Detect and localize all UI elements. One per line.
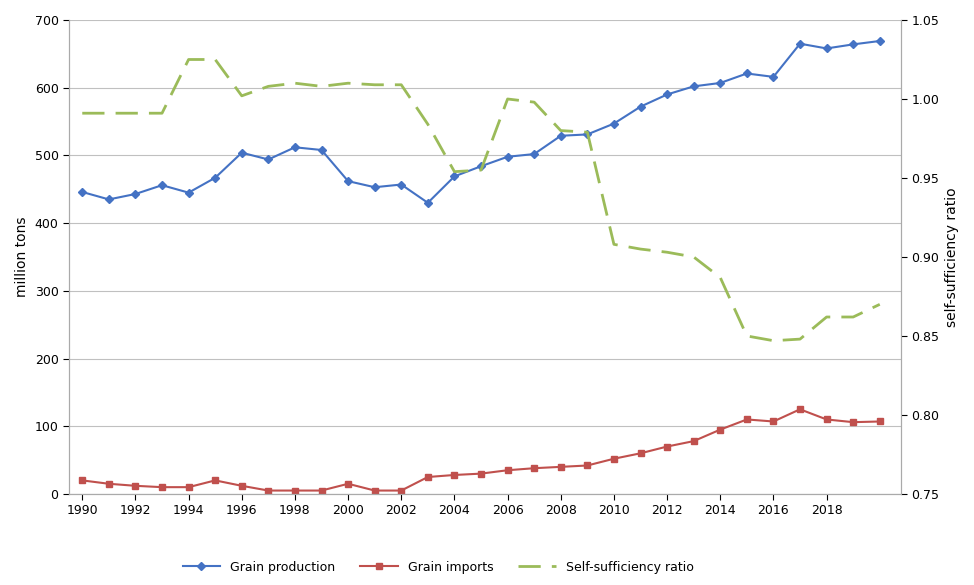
Grain production: [209, 174, 221, 181]
Self-sufficiency ratio: [581, 129, 593, 136]
Y-axis label: self-sufficiency ratio: self-sufficiency ratio: [945, 187, 959, 327]
Grain production: [342, 178, 354, 185]
Grain production: [263, 156, 275, 163]
Self-sufficiency ratio: [289, 80, 301, 87]
Grain imports: [821, 416, 833, 423]
Self-sufficiency ratio: [688, 253, 699, 260]
Grain imports: [528, 464, 540, 472]
Grain production: [475, 163, 487, 170]
Grain imports: [794, 406, 805, 413]
Grain imports: [714, 426, 726, 433]
Grain production: [555, 132, 567, 139]
Grain imports: [289, 487, 301, 494]
Grain production: [236, 149, 247, 156]
Grain production: [688, 83, 699, 90]
Grain imports: [449, 472, 461, 479]
Grain production: [581, 131, 593, 138]
Grain production: [316, 146, 327, 153]
Self-sufficiency ratio: [369, 81, 381, 88]
Grain production: [847, 41, 859, 48]
Grain imports: [741, 416, 753, 423]
Grain imports: [422, 473, 433, 480]
Grain imports: [661, 443, 673, 450]
Grain imports: [103, 480, 115, 487]
Grain production: [369, 184, 381, 191]
Self-sufficiency ratio: [342, 80, 354, 87]
Grain imports: [688, 438, 699, 445]
Grain production: [103, 196, 115, 203]
Grain imports: [316, 487, 327, 494]
Y-axis label: million tons: million tons: [15, 216, 29, 297]
Self-sufficiency ratio: [555, 127, 567, 134]
Grain production: [156, 182, 168, 189]
Self-sufficiency ratio: [156, 110, 168, 117]
Grain production: [449, 173, 461, 180]
Grain imports: [263, 487, 275, 494]
Self-sufficiency ratio: [76, 110, 88, 117]
Grain production: [528, 150, 540, 157]
Grain production: [821, 45, 833, 52]
Self-sufficiency ratio: [608, 241, 619, 248]
Grain imports: [183, 484, 195, 491]
Grain production: [874, 37, 885, 44]
Self-sufficiency ratio: [528, 99, 540, 106]
Grain imports: [130, 482, 141, 489]
Self-sufficiency ratio: [661, 249, 673, 256]
Self-sufficiency ratio: [183, 56, 195, 63]
Grain imports: [156, 484, 168, 491]
Line: Grain production: Grain production: [80, 38, 882, 205]
Self-sufficiency ratio: [316, 83, 327, 90]
Grain imports: [874, 418, 885, 425]
Grain production: [76, 188, 88, 195]
Grain production: [635, 103, 647, 110]
Grain production: [422, 199, 433, 207]
Grain production: [661, 91, 673, 98]
Self-sufficiency ratio: [741, 332, 753, 339]
Self-sufficiency ratio: [422, 121, 433, 128]
Grain production: [714, 80, 726, 87]
Self-sufficiency ratio: [714, 274, 726, 281]
Grain imports: [76, 477, 88, 484]
Self-sufficiency ratio: [130, 110, 141, 117]
Grain imports: [209, 477, 221, 484]
Self-sufficiency ratio: [821, 314, 833, 321]
Grain imports: [555, 463, 567, 470]
Grain imports: [581, 462, 593, 469]
Grain imports: [502, 467, 513, 474]
Grain imports: [395, 487, 407, 494]
Grain production: [395, 181, 407, 188]
Legend: Grain production, Grain imports, Self-sufficiency ratio: Grain production, Grain imports, Self-su…: [177, 556, 699, 579]
Line: Grain imports: Grain imports: [80, 407, 882, 493]
Grain imports: [236, 482, 247, 489]
Self-sufficiency ratio: [209, 56, 221, 63]
Self-sufficiency ratio: [847, 314, 859, 321]
Self-sufficiency ratio: [263, 83, 275, 90]
Self-sufficiency ratio: [395, 81, 407, 88]
Self-sufficiency ratio: [103, 110, 115, 117]
Self-sufficiency ratio: [475, 167, 487, 174]
Self-sufficiency ratio: [874, 301, 885, 308]
Grain imports: [635, 450, 647, 457]
Grain imports: [475, 470, 487, 477]
Grain imports: [608, 455, 619, 462]
Self-sufficiency ratio: [502, 95, 513, 102]
Grain production: [608, 120, 619, 127]
Grain production: [794, 40, 805, 47]
Grain production: [289, 144, 301, 151]
Self-sufficiency ratio: [794, 336, 805, 343]
Self-sufficiency ratio: [635, 246, 647, 253]
Self-sufficiency ratio: [236, 92, 247, 99]
Grain production: [741, 70, 753, 77]
Grain imports: [342, 480, 354, 487]
Grain imports: [369, 487, 381, 494]
Line: Self-sufficiency ratio: Self-sufficiency ratio: [82, 60, 880, 340]
Grain production: [183, 189, 195, 196]
Self-sufficiency ratio: [768, 337, 779, 344]
Self-sufficiency ratio: [449, 168, 461, 175]
Grain imports: [768, 418, 779, 425]
Grain production: [130, 191, 141, 198]
Grain imports: [847, 419, 859, 426]
Grain production: [502, 153, 513, 160]
Grain production: [768, 73, 779, 80]
